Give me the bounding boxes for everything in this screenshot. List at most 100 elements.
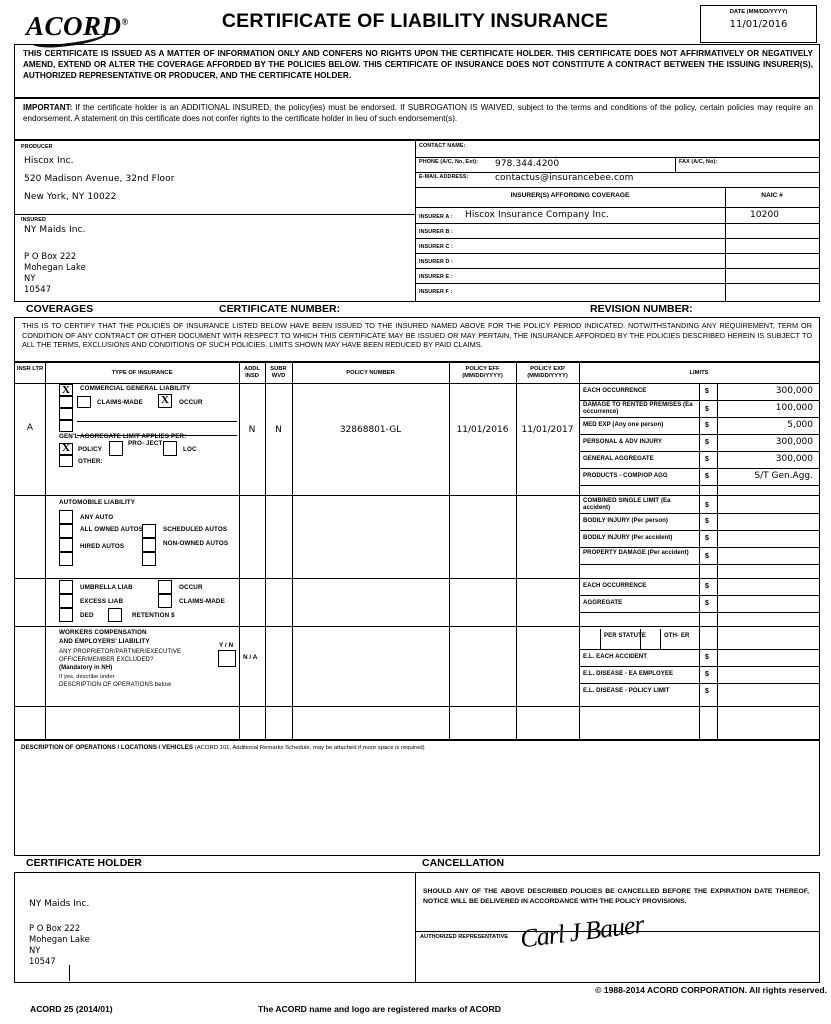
producer-address-line1: 520 Madison Avenue, 32nd Floor: [24, 174, 175, 184]
insurers-heading: INSURER(S) AFFORDING COVERAGE: [510, 192, 630, 199]
auto-limit-divider-2: [579, 530, 819, 531]
copyright-text: © 1988-2014 ACORD CORPORATION. All right…: [595, 985, 827, 995]
excess-checkbox[interactable]: [59, 594, 73, 608]
auto-checkbox-extra[interactable]: [59, 552, 73, 566]
auto-all-owned-label: ALL OWNED AUTOS: [80, 526, 143, 533]
wc-per-statute-label: PER STATUTE: [604, 632, 646, 639]
gl-limit-label-3: PERSONAL & ADV INJURY: [583, 438, 663, 445]
footer-grid: NY Maids Inc. P O Box 222 Mohegan Lake N…: [14, 872, 820, 983]
wc-question-line4: If yes, describe under: [59, 674, 115, 680]
gl-policy-label: POLICY: [78, 446, 103, 453]
holder-address-line4: 10547: [29, 956, 56, 966]
gl-limit-currency-2: $: [705, 422, 709, 429]
authorized-representative-label: AUTHORIZED REPRESENTATIVE: [420, 934, 509, 940]
gl-limit-currency-1: $: [705, 406, 709, 413]
notice1-text: THIS CERTIFICATE IS ISSUED AS A MATTER O…: [23, 49, 813, 81]
wc-limit-label-2: E.L. DISEASE - POLICY LIMIT: [583, 687, 670, 694]
description-of-operations-block[interactable]: DESCRIPTION OF OPERATIONS / LOCATIONS / …: [14, 740, 820, 856]
producer-label: PRODUCER: [21, 144, 53, 150]
umbrella-occur-label: OCCUR: [179, 584, 203, 591]
gl-aggregate-policy-checkbox[interactable]: [59, 443, 73, 455]
footer-bar: CERTIFICATE HOLDER CANCELLATION: [14, 856, 820, 873]
wc-yn-checkbox[interactable]: [218, 650, 236, 667]
important-label: IMPORTANT:: [23, 103, 73, 112]
gl-claims-made-checkbox[interactable]: [77, 396, 91, 408]
gl-blank-line-2: [77, 435, 237, 436]
gl-loc-checkbox[interactable]: [163, 441, 177, 456]
description-body[interactable]: [21, 757, 813, 851]
auto-any-auto-checkbox[interactable]: [59, 510, 73, 524]
contact-divider-1: [415, 157, 819, 158]
gl-limit-currency-0: $: [705, 388, 709, 395]
insurer-row-divider-e: [415, 283, 819, 284]
gl-title: COMMERCIAL GENERAL LIABILITY: [80, 385, 191, 392]
wc-other-label: OTH- ER: [664, 632, 690, 639]
gl-limit-value-5: S/T Gen.Agg.: [754, 471, 813, 481]
gl-other-label: OTHER:: [78, 458, 103, 465]
form-number: ACORD 25 (2014/01): [30, 1004, 113, 1014]
certificate-number-label: CERTIFICATE NUMBER:: [219, 303, 341, 315]
phone-value: 978.344.4200: [495, 159, 560, 169]
gl-checkbox-row2[interactable]: [59, 396, 73, 408]
gl-limit-divider-3: [579, 434, 819, 435]
gl-project-label: PRO- JECT: [128, 440, 163, 447]
umbrella-checkbox[interactable]: [59, 580, 73, 594]
gl-checkbox-row3[interactable]: [59, 408, 73, 420]
wc-yn-label: Y / N: [219, 642, 234, 649]
insured-name: NY Maids Inc.: [24, 225, 86, 235]
umbrella-claims-made-checkbox[interactable]: [158, 594, 172, 608]
gl-other-checkbox[interactable]: [59, 455, 73, 467]
auto-limit-currency-2: $: [705, 535, 709, 542]
umb-limit-label-1: AGGREGATE: [583, 599, 623, 606]
umbrella-ded-checkbox[interactable]: [59, 608, 73, 622]
auto-hired-checkbox[interactable]: [59, 538, 73, 552]
insurer-c-label: INSURER C :: [419, 244, 454, 250]
auto-non-owned-checkbox[interactable]: [142, 538, 156, 552]
insurer-b-label: INSURER B :: [419, 229, 454, 235]
holder-tick-mark: [69, 965, 70, 981]
wc-statute-divider-mid: [640, 629, 641, 649]
email-value: contactus@insurancebee.com: [495, 173, 634, 183]
gl-project-checkbox[interactable]: [109, 441, 123, 456]
insured-label: INSURED: [21, 217, 46, 223]
gl-policy-number: 32868801-GL: [339, 425, 402, 435]
fax-divider: [675, 157, 676, 172]
gl-loc-label: LOC: [183, 446, 197, 453]
col-divider-insrltr: [45, 363, 46, 739]
wc-statute-divider-left: [600, 629, 601, 649]
gl-checkbox-row4[interactable]: [59, 420, 73, 432]
gl-limit-label-0: EACH OCCURRENCE: [583, 387, 647, 394]
auto-hired-label: HIRED AUTOS: [80, 543, 125, 550]
insurer-e-label: INSURER E :: [419, 274, 453, 280]
umb-limit-currency-0: $: [705, 583, 709, 590]
gl-limit-divider-2: [579, 417, 819, 418]
date-label: DATE (MM/DD/YYYY): [729, 9, 788, 15]
auto-checkbox-extra2[interactable]: [142, 552, 156, 566]
auto-all-owned-checkbox[interactable]: [59, 524, 73, 538]
insurer-row-divider-d: [415, 268, 819, 269]
certify-block: THIS IS TO CERTIFY THAT THE POLICIES OF …: [14, 317, 820, 362]
col-divider-poleff: [516, 363, 517, 739]
wc-limit-currency-0: $: [705, 654, 709, 661]
auto-limit-label-0: COMBINED SINGLE LIMIT (Ea accident): [583, 497, 671, 511]
wc-limit-divider-2: [579, 666, 819, 667]
insured-address-line4: 10547: [24, 284, 52, 294]
auto-title: AUTOMOBILE LIABILITY: [59, 499, 136, 506]
wc-limit-divider-3: [579, 683, 819, 684]
gl-commercial-checkbox[interactable]: [59, 384, 73, 396]
auto-limit-divider-1: [579, 513, 819, 514]
gl-occur-checkbox[interactable]: [158, 394, 172, 408]
certify-text: THIS IS TO CERTIFY THAT THE POLICIES OF …: [22, 321, 812, 350]
fax-label: FAX (A/C, No):: [679, 159, 718, 165]
footer-divider-vertical: [415, 873, 416, 982]
insurer-a-name: Hiscox Insurance Company Inc.: [465, 210, 610, 220]
auto-scheduled-checkbox[interactable]: [142, 524, 156, 538]
grid-divider-vertical: [415, 141, 416, 301]
insurer-row-divider-a: [415, 223, 819, 224]
wc-na-label: N / A: [243, 654, 258, 661]
header-policy-eff: POLICY EFF (MM/DD/YYYY): [462, 366, 503, 379]
gl-subr-wvd: N: [275, 425, 282, 435]
umbrella-retention-checkbox[interactable]: [108, 608, 122, 622]
col-divider-polnum: [449, 363, 450, 739]
umbrella-occur-checkbox[interactable]: [158, 580, 172, 594]
